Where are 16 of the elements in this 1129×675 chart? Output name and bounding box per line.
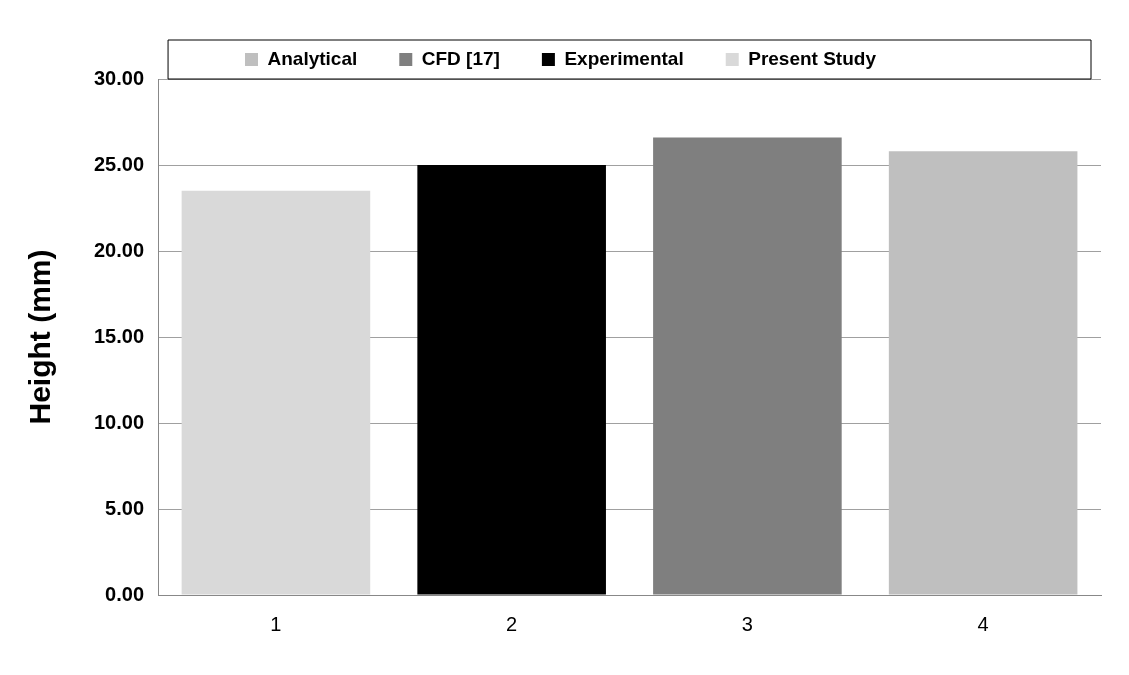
y-tick-label: 0.00: [105, 582, 145, 605]
y-tick-label: 15.00: [93, 324, 145, 347]
y-tick-label: 30.00: [93, 66, 145, 89]
y-tick-label: 25.00: [93, 152, 145, 175]
legend-label: Analytical: [267, 47, 358, 69]
x-tick-label: 1: [270, 612, 282, 635]
y-axis-title: Height (mm): [23, 249, 57, 425]
y-tick-label: 5.00: [105, 496, 145, 519]
legend-label: Experimental: [564, 47, 684, 69]
legend-label: Present Study: [748, 47, 877, 69]
x-tick-label: 4: [977, 612, 989, 635]
y-tick-label: 20.00: [93, 238, 145, 261]
y-tick-label: 10.00: [93, 410, 145, 433]
x-tick-label: 2: [506, 612, 518, 635]
x-tick-label: 3: [741, 612, 753, 635]
legend-label: CFD [17]: [421, 47, 500, 69]
